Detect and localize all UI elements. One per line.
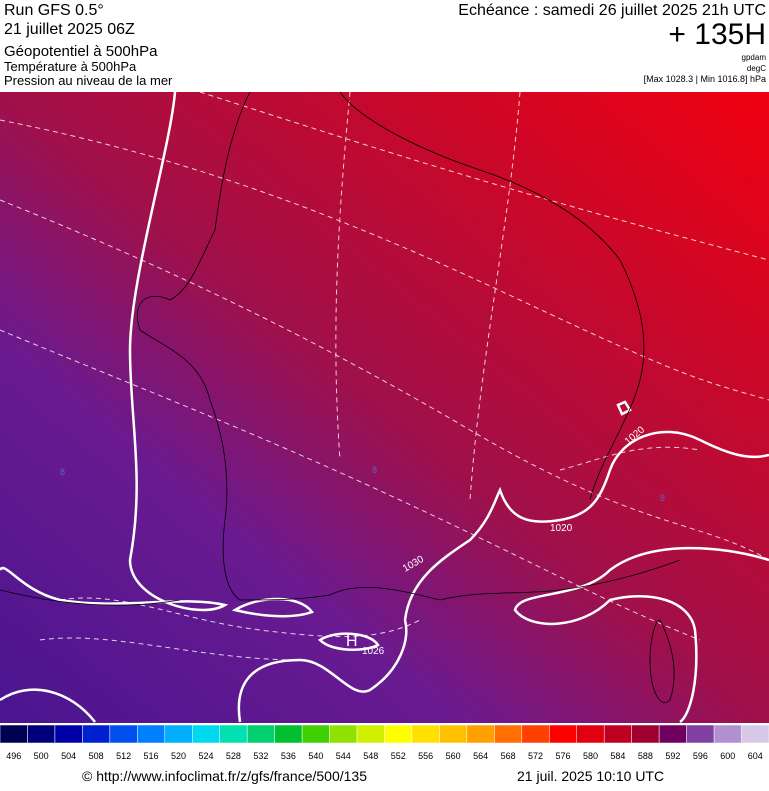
colorbar-label: 604 (748, 751, 763, 761)
coastlines (0, 91, 681, 703)
colorbar-label: 600 (720, 751, 735, 761)
colorbar-label: 556 (418, 751, 433, 761)
colorbar-swatch (27, 724, 56, 744)
colorbar-label: 548 (363, 751, 378, 761)
colorbar: 496 500 504 508 512 516 520 524 528 532 536 540 544 5… (0, 724, 769, 761)
field-label: Géopotentiel à 500hPa (4, 43, 158, 60)
colorbar-swatch (741, 724, 769, 744)
colorbar-label: 524 (198, 751, 213, 761)
colorbar-swatch (109, 724, 138, 744)
colorbar-label: 552 (391, 751, 406, 761)
temperature-contours (0, 91, 769, 661)
colorbar-swatch (686, 724, 715, 744)
colorbar-label: 496 (6, 751, 21, 761)
map: 1020 1020 1030 H 1026 8 8 8 (0, 91, 769, 724)
colorbar-label: 512 (116, 751, 131, 761)
colorbar-label: 520 (171, 751, 186, 761)
colorbar-swatch (246, 724, 275, 744)
colorbar-swatch (54, 724, 83, 744)
isobar-label: 1020 (550, 523, 573, 534)
colorbar-label: 560 (446, 751, 461, 761)
colorbar-swatch (411, 724, 440, 744)
source-url: © http://www.infoclimat.fr/z/gfs/france/… (82, 768, 367, 784)
field-label: Pression au niveau de la mer (4, 73, 173, 88)
map-background (0, 92, 769, 723)
colorbar-label: 596 (693, 751, 708, 761)
colorbar-swatch (439, 724, 468, 744)
pressure-range: [Max 1028.3 | Min 1016.8] hPa (644, 74, 766, 84)
colorbar-label: 500 (34, 751, 49, 761)
field-label: Température à 500hPa (4, 59, 137, 74)
unit-label: gpdam (742, 53, 767, 62)
timestamp: 21 juil. 2025 10:10 UTC (517, 768, 664, 784)
temperature-label: 8 (660, 493, 665, 503)
colorbar-swatch (219, 724, 248, 744)
colorbar-label: 588 (638, 751, 653, 761)
colorbar-label: 536 (281, 751, 296, 761)
colorbar-swatch (137, 724, 166, 744)
colorbar-label: 592 (665, 751, 680, 761)
lead-time: + 135H (668, 18, 766, 51)
colorbar-swatch (384, 724, 413, 744)
colorbar-swatch (164, 724, 193, 744)
unit-label: degC (747, 64, 766, 73)
colorbar-swatch (356, 724, 385, 744)
colorbar-label: 580 (583, 751, 598, 761)
colorbar-swatch (466, 724, 495, 744)
colorbar-swatch (82, 724, 111, 744)
colorbar-label: 540 (308, 751, 323, 761)
colorbar-label: 572 (528, 751, 543, 761)
colorbar-swatch (274, 724, 303, 744)
footer: © http://www.infoclimat.fr/z/gfs/france/… (82, 768, 664, 784)
colorbar-label: 564 (473, 751, 488, 761)
colorbar-swatch (713, 724, 742, 744)
valid-time: Echéance : samedi 26 juillet 2025 21h UT… (458, 2, 766, 19)
colorbar-swatch (576, 724, 605, 744)
colorbar-label: 508 (89, 751, 104, 761)
colorbar-label: 584 (610, 751, 625, 761)
colorbar-label: 544 (336, 751, 351, 761)
colorbar-swatch (549, 724, 577, 744)
isobars (0, 91, 769, 724)
colorbar-swatch (192, 724, 220, 744)
header: Run GFS 0.5° 21 juillet 2025 06Z Géopote… (4, 2, 766, 88)
colorbar-label: 532 (253, 751, 268, 761)
colorbar-swatch (494, 724, 523, 744)
high-pressure-marker: H (346, 633, 358, 650)
run-date: 21 juillet 2025 06Z (4, 21, 135, 38)
colorbar-label: 516 (144, 751, 159, 761)
colorbar-label: 568 (501, 751, 516, 761)
colorbar-label: 504 (61, 751, 76, 761)
temperature-label: 8 (60, 467, 65, 477)
run-title: Run GFS 0.5° (4, 2, 104, 19)
temperature-label: 8 (372, 465, 377, 475)
colorbar-label: 576 (556, 751, 571, 761)
colorbar-swatch (329, 724, 358, 744)
colorbar-swatch (521, 724, 550, 744)
colorbar-swatch (603, 724, 632, 744)
colorbar-swatch (658, 724, 687, 744)
isobar-label: 1026 (362, 646, 385, 657)
colorbar-swatch (0, 724, 28, 744)
colorbar-swatch (631, 724, 660, 744)
colorbar-swatch (301, 724, 330, 744)
colorbar-label: 528 (226, 751, 241, 761)
